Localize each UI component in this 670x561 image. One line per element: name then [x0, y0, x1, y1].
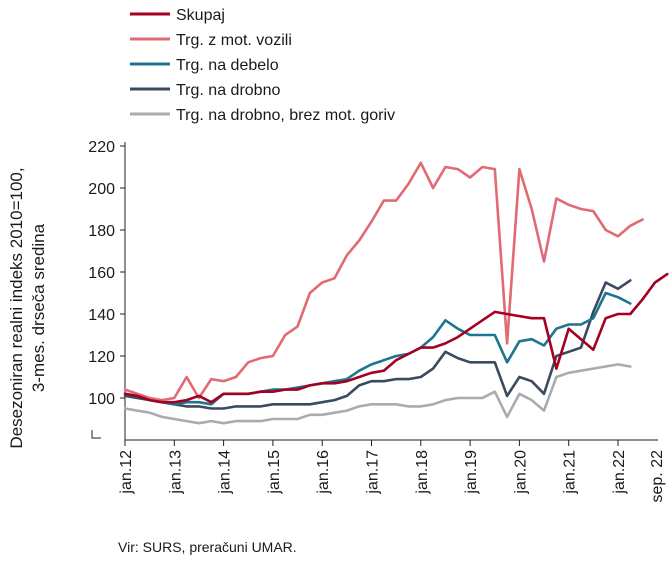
- x-tick-label: jan.18: [414, 450, 431, 495]
- y-tick-label: 120: [88, 349, 115, 366]
- y-tick-label: 160: [88, 265, 115, 282]
- series-line: [123, 272, 669, 404]
- source-note: Vir: SURS, preračuni UMAR.: [118, 539, 297, 555]
- y-tick-label: 220: [88, 139, 115, 156]
- x-tick-label: jan.13: [167, 450, 184, 495]
- x-tick-label: jan.16: [315, 450, 332, 495]
- x-tick-label: jan.15: [266, 450, 283, 495]
- x-axis: jan.12 jan.13 jan.14 jan.15 jan.16 jan.17 jan.…: [118, 439, 666, 503]
- y-tick-label: 180: [88, 223, 115, 240]
- axis-break-icon: [91, 430, 101, 439]
- legend: Skupaj Trg. z mot. vozili Trg. na debelo Tr…: [130, 7, 395, 124]
- x-tick-label: sep. 22: [649, 450, 666, 503]
- legend-label: Trg. z mot. vozili: [176, 32, 292, 49]
- series-lines: [123, 161, 669, 425]
- legend-label: Trg. na debelo: [176, 57, 279, 74]
- series-line: [123, 291, 632, 406]
- series-line: [123, 279, 632, 410]
- x-tick-label: jan.12: [118, 450, 135, 495]
- legend-label: Skupaj: [176, 7, 225, 24]
- x-tick-label: jan.19: [463, 450, 480, 495]
- y-tick-label: 100: [88, 391, 115, 408]
- x-tick-label: jan.17: [365, 450, 382, 495]
- y-tick-label: 140: [88, 307, 115, 324]
- legend-label: Trg. na drobno: [176, 82, 280, 99]
- x-tick-label: jan.20: [512, 450, 529, 495]
- series-line: [123, 363, 632, 425]
- y-axis: 100 120 140 160 180 200 220: [88, 139, 126, 440]
- legend-label: Trg. na drobno, brez mot. goriv: [176, 107, 395, 124]
- y-tick-label: 200: [88, 181, 115, 198]
- y-axis-label: Desezoniran realni indeks 2010=100, 3-mes…: [7, 167, 48, 448]
- x-tick-label: jan.21: [562, 450, 579, 495]
- x-tick-label: jan.22: [611, 450, 628, 495]
- y-label-line-1: Desezoniran realni indeks 2010=100,: [7, 167, 26, 448]
- x-tick-label: jan.14: [217, 450, 234, 495]
- y-label-line-2: 3-mes. drseča sredina: [29, 223, 48, 392]
- series-line: [123, 161, 644, 402]
